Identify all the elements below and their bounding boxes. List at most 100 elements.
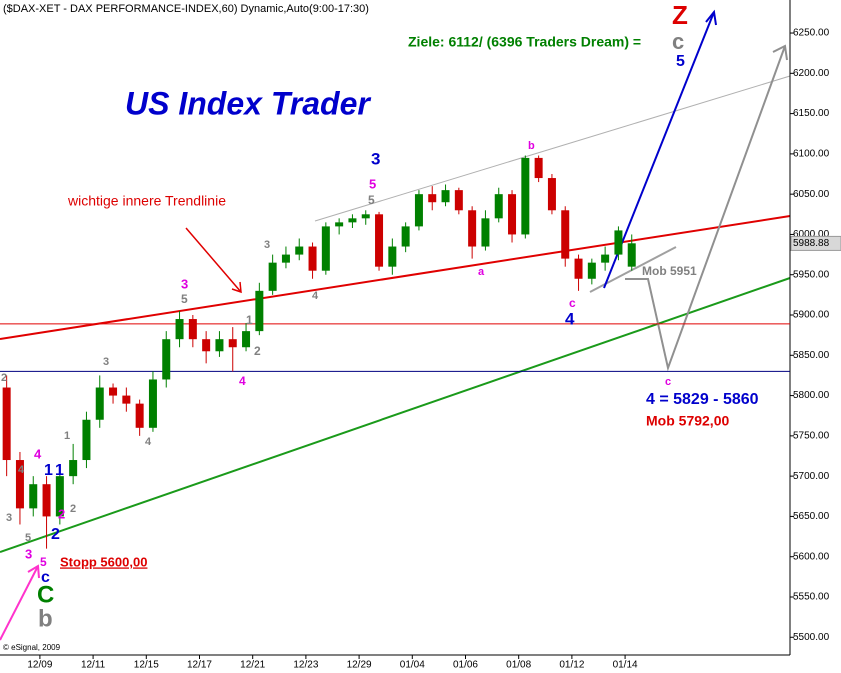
y-tick-label: 5500.00: [793, 632, 830, 643]
y-tick-label: 5950.00: [793, 269, 830, 280]
annotation: 3: [371, 149, 380, 168]
candle-body: [135, 403, 144, 428]
annotation: b: [528, 140, 535, 152]
annotation: Mob 5951: [642, 264, 697, 278]
x-tick-label: 12/21: [240, 660, 265, 671]
candle-body: [109, 387, 118, 396]
candle-body: [42, 484, 51, 517]
candle-body: [148, 379, 157, 428]
annotation: 2: [58, 506, 65, 521]
y-tick-label: 5650.00: [793, 511, 830, 522]
annotation: US Index Trader: [125, 85, 371, 121]
candle-body: [508, 194, 517, 235]
y-tick-label: 6100.00: [793, 149, 830, 160]
credit: © eSignal, 2009: [3, 643, 61, 652]
x-tick-label: 01/08: [506, 660, 531, 671]
y-tick-label: 5750.00: [793, 431, 830, 442]
annotation: 1: [44, 462, 53, 479]
annotation: 5: [368, 193, 375, 207]
channel-line: [314, 75, 791, 222]
annotation: 2: [1, 372, 7, 384]
y-tick-label: 6200.00: [793, 68, 830, 79]
annotation: 1: [246, 313, 253, 327]
candle-body: [82, 419, 91, 461]
annotation: 4: [239, 374, 246, 388]
annotation: 3: [25, 546, 32, 561]
annotation: 5: [25, 532, 31, 544]
annotation: 2: [254, 344, 261, 358]
candle-body: [268, 262, 277, 291]
candle-body: [321, 226, 330, 271]
annotation: 5: [676, 53, 685, 70]
annotation: 4: [312, 290, 319, 302]
candle-body: [375, 214, 384, 267]
candle-body: [414, 194, 423, 227]
y-tick-label: 5600.00: [793, 551, 830, 562]
annotation: 3: [103, 356, 109, 368]
y-tick-label: 5850.00: [793, 350, 830, 361]
candle-body: [441, 190, 450, 203]
candle-body: [175, 319, 184, 340]
candle-body: [547, 178, 556, 211]
annotation: 5: [181, 292, 188, 306]
candle-body: [281, 254, 290, 263]
y-tick-label: 5550.00: [793, 592, 830, 603]
candle-body: [242, 331, 251, 348]
annotation: Mob 5792,00: [646, 413, 729, 429]
trendline-red: [0, 215, 791, 340]
candle-body: [308, 246, 317, 271]
candle-body: [587, 262, 596, 279]
y-tick-label: 5800.00: [793, 390, 830, 401]
annotation: b: [38, 605, 53, 632]
annotation: 4: [565, 309, 575, 328]
annotation: Z: [672, 0, 688, 30]
candle-body: [29, 484, 38, 509]
annotation: 1: [64, 430, 70, 442]
x-tick-label: 12/23: [293, 660, 318, 671]
candle-body: [202, 339, 211, 352]
candle-body: [122, 395, 131, 404]
annotation: 5: [369, 176, 376, 191]
arrow-head: [231, 281, 242, 294]
y-tick-label: 5900.00: [793, 310, 830, 321]
drawings: [0, 9, 791, 641]
candle-body: [215, 339, 224, 352]
pointer-arrow: [0, 565, 39, 641]
candle-body: [188, 319, 197, 340]
x-tick-label: 01/06: [453, 660, 478, 671]
candle-body: [335, 222, 344, 227]
y-tick-label: 5700.00: [793, 471, 830, 482]
last-price-label: 5988.88: [793, 238, 830, 249]
y-tick-label: 6000.00: [793, 229, 830, 240]
annotation: 3: [264, 239, 270, 251]
candle-body: [574, 258, 583, 279]
candle-body: [481, 218, 490, 247]
candle-body: [15, 460, 24, 509]
annotation: Stopp 5600,00: [60, 554, 147, 569]
annotation: 4: [145, 436, 152, 448]
arrow-head: [27, 564, 40, 579]
x-tick-label: 12/11: [81, 660, 106, 671]
annotation: c: [665, 376, 671, 388]
candle-body: [454, 190, 463, 211]
y-tick-label: 6250.00: [793, 28, 830, 39]
candle-body: [95, 387, 104, 420]
candle-body: [561, 210, 570, 259]
candle-body: [627, 243, 636, 267]
candle-body: [401, 226, 410, 247]
annotation: 5: [40, 555, 47, 569]
annotation: 4: [18, 464, 25, 476]
x-tick-label: 12/15: [134, 660, 159, 671]
arrow-head: [705, 9, 717, 26]
candle-body: [228, 339, 237, 348]
candle-body: [388, 246, 397, 267]
x-tick-label: 01/12: [559, 660, 584, 671]
x-tick-label: 12/29: [347, 660, 372, 671]
annotation: 3: [6, 512, 12, 524]
annotation: 4 = 5829 - 5860: [646, 391, 759, 408]
candle-body: [494, 194, 503, 219]
x-tick-label: 12/17: [187, 660, 212, 671]
candle-body: [601, 254, 610, 263]
